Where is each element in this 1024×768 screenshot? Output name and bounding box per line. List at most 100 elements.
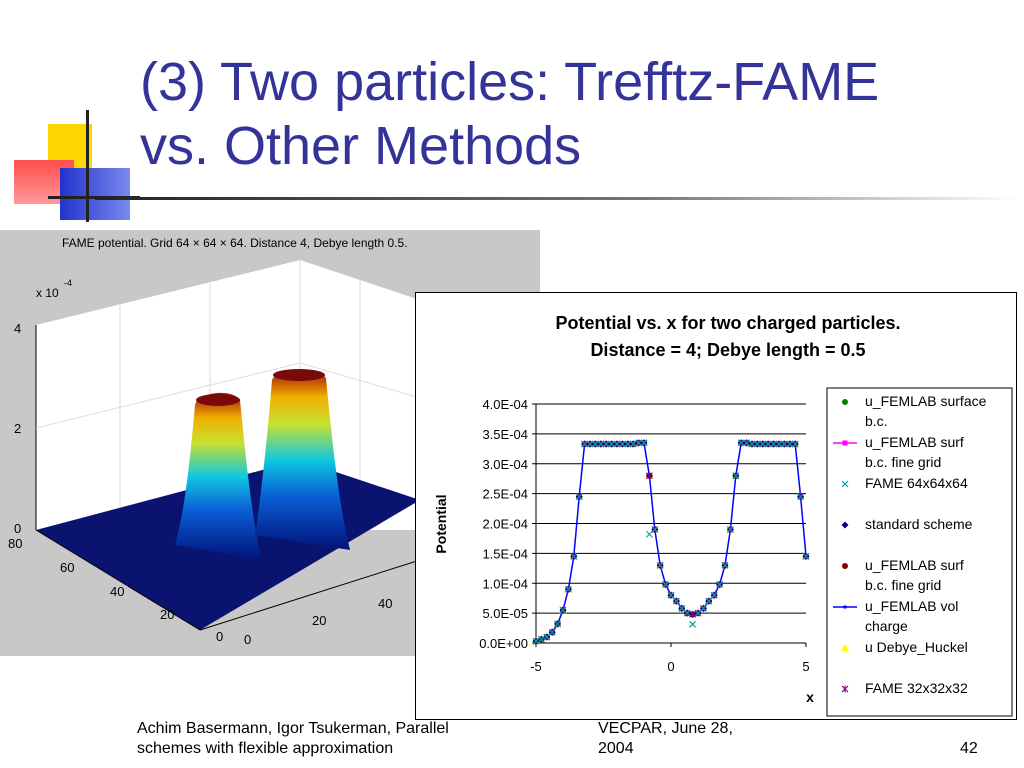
data-point: [537, 635, 545, 643]
data-point: [759, 440, 767, 448]
title-underline: [95, 197, 1020, 200]
z-tick-0: 0: [14, 521, 21, 536]
y-tick-40: 40: [110, 584, 124, 599]
data-point: [780, 440, 788, 448]
data-point: [770, 440, 778, 448]
data-point: [554, 620, 562, 628]
axes: 0.0E+00 5.0E-05 1.0E-04 1.5E-04 2.0E-04 2.5E-…: [479, 397, 809, 674]
z-scale-exponent: -4: [64, 278, 72, 288]
data-point: [575, 493, 583, 501]
data-point: [635, 439, 643, 447]
x-tick-label: -5: [530, 659, 542, 674]
legend-marker: [841, 480, 849, 488]
data-point: [543, 633, 551, 641]
data-point: [732, 472, 740, 480]
y-tick-label: 2.5E-04: [482, 487, 528, 502]
data-point: [548, 628, 556, 636]
data-point: [710, 591, 718, 599]
legend-label: u_FEMLAB surf: [865, 434, 964, 450]
y-tick-label: 2.0E-04: [482, 517, 528, 532]
x-axis-label: x: [806, 689, 814, 705]
legend-marker: [842, 399, 848, 405]
gridlines: [536, 403, 806, 614]
data-point: [602, 440, 610, 448]
footer-authors-line-2: schemes with flexible approximation: [137, 740, 394, 757]
data-point: [699, 604, 707, 612]
y-axis-label: Potential: [433, 494, 449, 553]
data-point: [597, 440, 605, 448]
slide-title: (3) Two particles: Trefftz-FAME vs. Othe…: [140, 50, 1020, 178]
legend-label-line-2: charge: [865, 618, 908, 634]
legend-entry-5: u_FEMLAB vol charge: [833, 598, 958, 634]
data-point: [651, 526, 659, 533]
data-point: [678, 604, 686, 612]
data-point: [640, 439, 648, 447]
data-point: [667, 591, 675, 599]
data-point: [705, 597, 713, 605]
series: [532, 438, 810, 645]
series-markers-3: [532, 439, 810, 645]
legend-marker: [842, 440, 848, 446]
legend-marker: [841, 521, 849, 529]
series-line-femlab-vol-charge: [535, 442, 807, 642]
peak-right: [255, 369, 350, 550]
x-tick-label: 0: [667, 659, 674, 674]
legend-entry-1: u_FEMLAB surf b.c. fine grid: [833, 434, 964, 470]
series-markers-2: [532, 439, 810, 645]
surface-plot: 4 2 0 x 10 -4 80 60 40 20 0 0 20 40: [8, 260, 421, 647]
data-point: [683, 609, 691, 617]
data-point: [721, 561, 729, 569]
data-point: [775, 440, 783, 448]
vertical-bar: [86, 110, 89, 222]
x-tick-20: 20: [312, 613, 326, 628]
legend-label-line-2: b.c.: [865, 413, 888, 429]
footer-conference-line-1: VECPAR, June 28,: [598, 720, 733, 737]
y-tick-label: 1.5E-04: [482, 546, 528, 561]
data-point: [662, 581, 670, 588]
data-point: [672, 597, 680, 605]
chart-container: Potential vs. x for two charged particle…: [415, 292, 1017, 720]
data-point: [694, 609, 702, 617]
logo-decoration: [0, 110, 140, 230]
data-point: [743, 439, 751, 447]
footer-conference: VECPAR, June 28, 2004: [598, 719, 733, 759]
legend-entry-6: u Debye_Huckel: [841, 639, 968, 655]
legend-entry-4: u_FEMLAB surf b.c. fine grid: [842, 557, 964, 593]
legend-label: FAME 64x64x64: [865, 475, 968, 491]
data-point: [748, 440, 756, 448]
legend-entry-3: standard scheme: [841, 516, 973, 532]
legend-label: u_FEMLAB surf: [865, 557, 964, 573]
y-tick-label: 5.0E-05: [482, 606, 528, 621]
data-point: [559, 606, 567, 614]
data-point: [646, 472, 653, 480]
data-point: [737, 439, 745, 447]
y-tick-label: 4.0E-04: [482, 397, 528, 412]
data-point: [786, 440, 794, 448]
legend-entry-2: FAME 64x64x64: [841, 475, 968, 491]
data-point: [726, 526, 734, 533]
blue-square: [60, 168, 130, 220]
data-point: [645, 530, 653, 538]
surface-plot-title: FAME potential. Grid 64 × 64 × 64. Dista…: [62, 236, 408, 250]
data-point: [689, 610, 696, 618]
data-point: [753, 440, 761, 448]
y-tick-label: 1.0E-04: [482, 576, 528, 591]
legend-label-line-2: b.c. fine grid: [865, 454, 941, 470]
data-point: [586, 440, 594, 448]
y-axis: [35, 529, 201, 631]
legend-entry-0: u_FEMLAB surface b.c.: [842, 393, 987, 429]
peak-left-top: [196, 394, 240, 406]
y-tick-label: 3.5E-04: [482, 427, 528, 442]
data-point: [764, 440, 772, 448]
legend-box: [826, 387, 1013, 717]
potential-chart: Potential vs. x for two charged particle…: [433, 313, 1013, 717]
title-line-1: (3) Two particles: Trefftz-FAME: [140, 52, 880, 112]
legend-label-line-2: b.c. fine grid: [865, 577, 941, 593]
data-point: [591, 440, 599, 448]
legend-label: standard scheme: [865, 516, 973, 532]
data-point: [802, 552, 810, 560]
horizontal-bar: [48, 196, 140, 199]
peak-left: [175, 392, 262, 560]
page-number: 42: [960, 740, 978, 757]
x-tick-label: 5: [802, 659, 809, 674]
